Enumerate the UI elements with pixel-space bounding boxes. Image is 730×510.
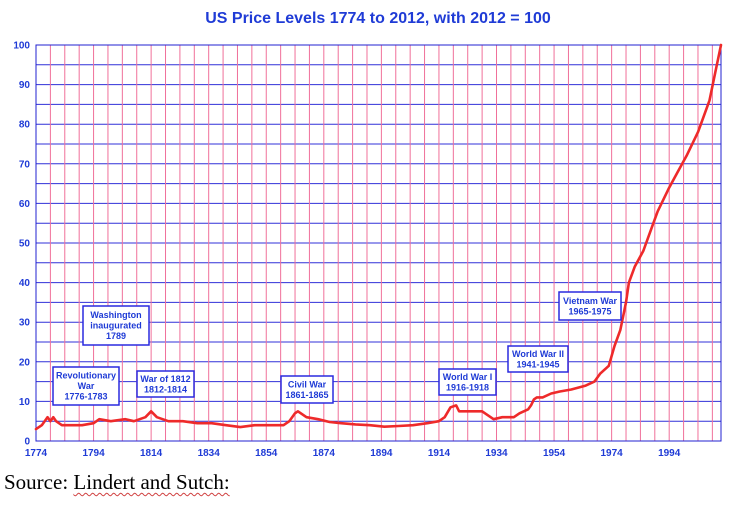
- y-tick-label: 80: [19, 120, 31, 131]
- annotation-text: 1789: [106, 331, 126, 341]
- series-line: [34, 43, 723, 431]
- annotation-text: Civil War: [288, 379, 327, 389]
- y-tick-label: 20: [19, 357, 31, 368]
- source-citation: Source: Lindert and Sutch:: [4, 470, 230, 495]
- chart-title: US Price Levels 1774 to 2012, with 2012 …: [205, 10, 551, 27]
- x-tick-label: 1874: [313, 448, 336, 459]
- x-tick-label: 1774: [25, 448, 48, 459]
- annotation-text: Revolutionary: [56, 371, 116, 381]
- y-tick-label: 90: [19, 80, 31, 91]
- annotation-text: Vietnam War: [563, 296, 618, 306]
- annotation-text: inaugurated: [90, 321, 142, 331]
- x-tick-label: 1954: [543, 448, 566, 459]
- price-level-chart: US Price Levels 1774 to 2012, with 2012 …: [13, 10, 723, 459]
- y-tick-label: 30: [19, 318, 31, 329]
- y-tick-label: 0: [24, 437, 30, 448]
- x-tick-label: 1934: [485, 448, 508, 459]
- annotation-text: 1861-1865: [285, 390, 328, 400]
- annotation-text: War: [78, 381, 95, 391]
- y-tick-label: 50: [19, 239, 31, 250]
- x-tick-label: 1814: [140, 448, 163, 459]
- plot-border: [35, 44, 722, 442]
- x-tick-label: 1994: [658, 448, 681, 459]
- annotation-text: 1965-1975: [568, 306, 611, 316]
- y-axis-ticks: 0 10 20 30 40 50 60 70 80 90 100: [13, 41, 30, 448]
- x-tick-label: 1854: [255, 448, 278, 459]
- x-tick-label: 1894: [370, 448, 393, 459]
- y-tick-label: 100: [13, 41, 30, 52]
- y-tick-label: 40: [19, 278, 31, 289]
- annotation-text: World War II: [512, 349, 564, 359]
- series-group: [34, 43, 723, 431]
- x-tick-label: 1794: [82, 448, 105, 459]
- annotation-text: War of 1812: [140, 374, 190, 384]
- annotation-text: Washington: [90, 310, 141, 320]
- source-link[interactable]: Lindert and Sutch:: [73, 470, 230, 494]
- y-tick-label: 60: [19, 199, 31, 210]
- annotation-text: 1776-1783: [64, 392, 107, 402]
- annotation-text: 1941-1945: [516, 359, 559, 369]
- x-tick-label: 1974: [601, 448, 624, 459]
- annotation-text: 1812-1814: [144, 384, 187, 394]
- annotation-text: World War I: [443, 372, 493, 382]
- y-tick-label: 10: [19, 397, 31, 408]
- source-label: Source:: [4, 470, 74, 494]
- x-axis-ticks: 1774 1794 1814 1834 1854 1874 1894 1914 1934 1954…: [25, 448, 681, 459]
- x-tick-label: 1914: [428, 448, 451, 459]
- x-tick-label: 1834: [198, 448, 221, 459]
- y-tick-label: 70: [19, 159, 31, 170]
- annotation-text: 1916-1918: [446, 382, 489, 392]
